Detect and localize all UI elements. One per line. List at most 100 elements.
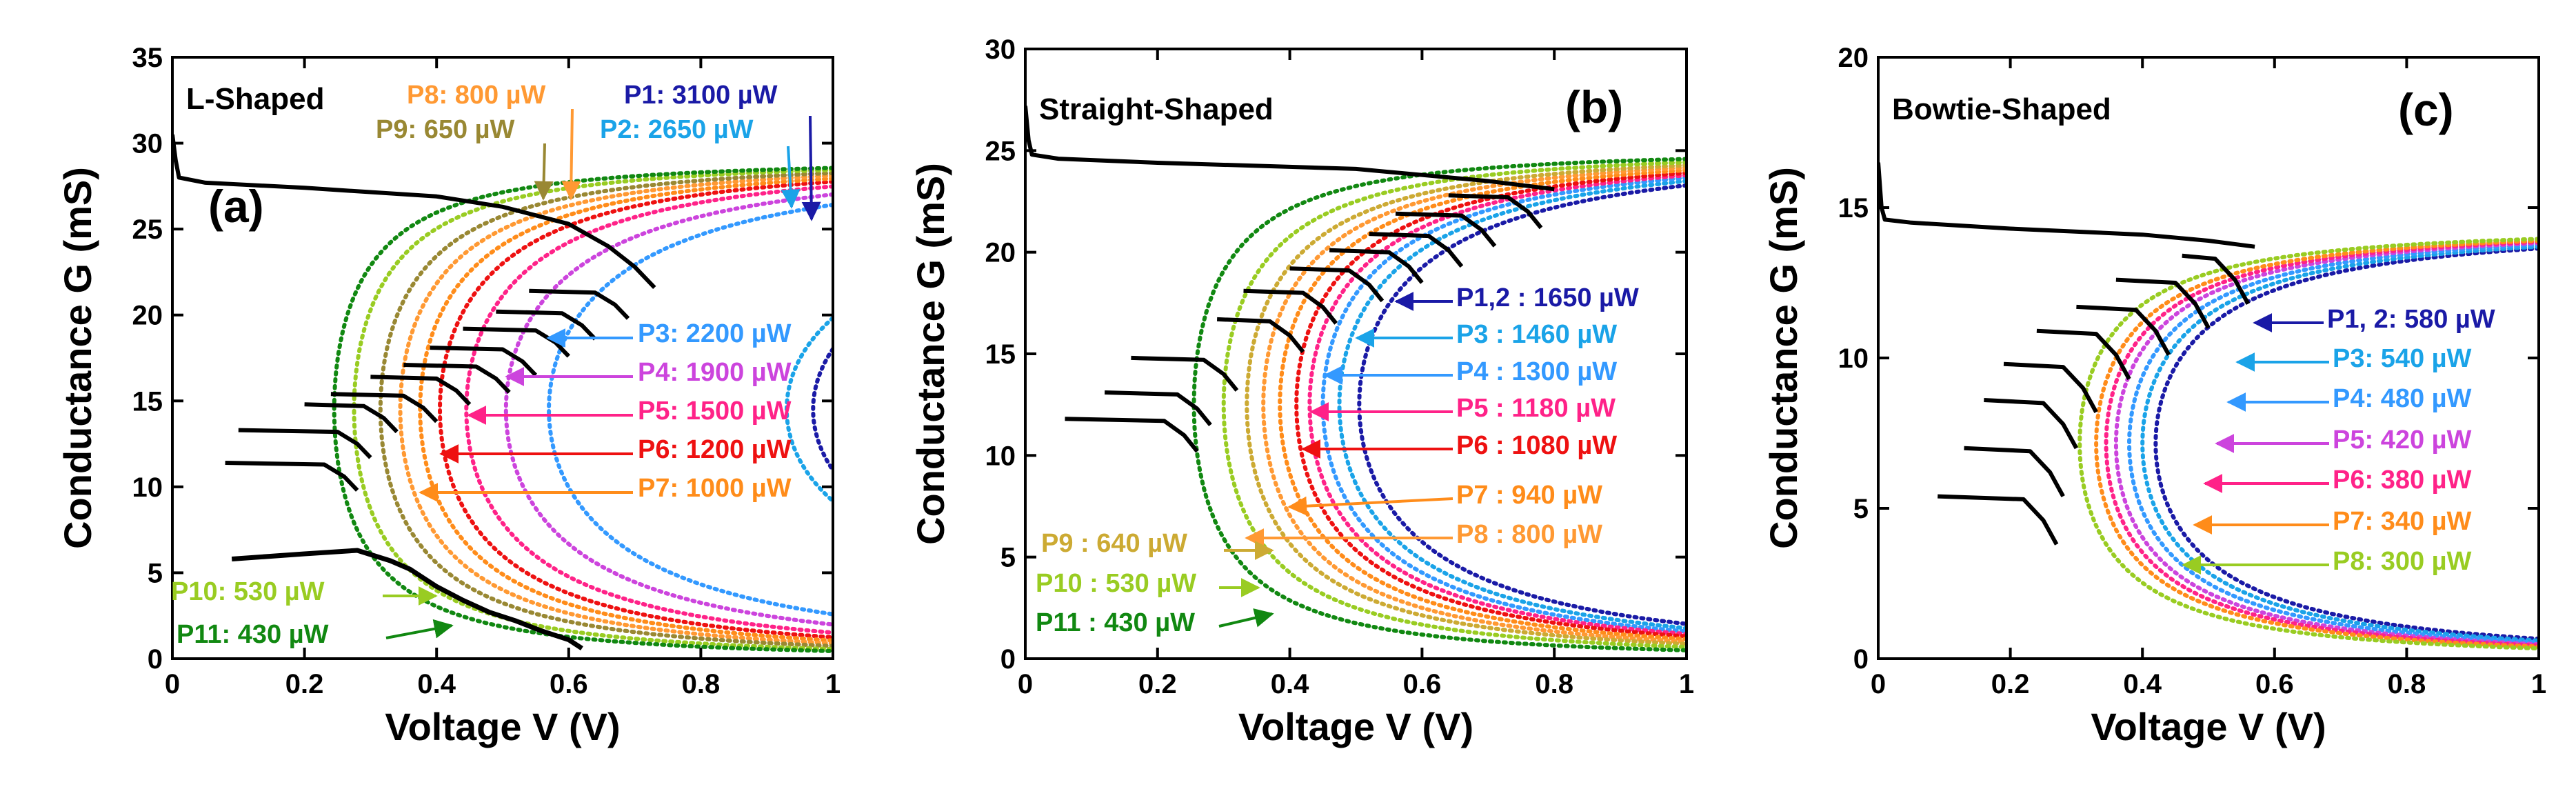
x-tick-label: 0.8 [2388,669,2426,699]
panel-label: (b) [1565,81,1623,132]
x-tick-label: 0 [1018,669,1033,699]
x-tick-label: 0 [1871,669,1886,699]
measured-step-9 [238,428,372,459]
annotation-label-P12: P1, 2: 580 µW [2327,305,2495,334]
annotation-label-P7: P7: 340 µW [2333,507,2472,536]
series-curve-P5 [464,184,833,635]
series-curve-P12 [2153,246,2539,641]
series-curve-P7 [2094,239,2539,649]
series-curve-P10 [1221,160,1687,649]
annotation-arrow-P8 [561,108,581,201]
annotation-label-P10: P10 : 530 µW [1036,569,1196,598]
series-curve-P8 [2077,237,2539,651]
series-curve-P9 [378,170,833,648]
x-tick-label: 0.2 [1138,669,1177,699]
annotation-arrow-P1 [801,115,821,221]
x-axis-label: Voltage V (V) [1238,705,1473,748]
x-tick-label: 1 [825,669,841,699]
x-tick-label: 1 [2531,669,2546,699]
annotation-label-P8: P8 : 800 µW [1456,520,1602,549]
annotation-arrow-P11 [385,619,454,639]
y-tick-label: 0 [1853,644,1869,675]
measured-step-7 [330,392,439,423]
annotation-label-P11: P11: 430 µW [177,620,329,649]
measured-step-3 [1369,232,1464,268]
x-tick-label: 0.4 [1271,669,1309,699]
x-axis-label: Voltage V (V) [2091,705,2326,748]
y-tick-label: 10 [1838,343,1869,374]
y-tick-label: 30 [985,34,1016,65]
measured-sweep [172,134,656,289]
annotation-label-P3: P3 : 1460 µW [1456,320,1617,349]
y-tick-label: 15 [985,339,1016,370]
panel-title: Straight-Shaped [1039,92,1274,126]
y-tick-label: 25 [985,136,1016,166]
y-axis-label: Conductance G (mS) [909,163,952,545]
measured-step-7 [1216,317,1305,353]
plot-area [172,134,833,653]
y-tick-label: 0 [1000,644,1016,675]
x-tick-label: 0.8 [682,669,721,699]
y-tick-label: 15 [132,386,163,417]
measured-step-2 [2115,277,2211,329]
measured-step-6 [1243,288,1338,325]
annotation-arrow-P9 [534,143,554,201]
measured-step-4 [430,346,538,377]
x-tick-label: 0.8 [1535,669,1573,699]
annotation-label-P3: P3: 540 µW [2333,344,2472,373]
y-tick-label: 20 [132,301,163,331]
plot-area [1025,106,1687,652]
y-tick-label: 20 [985,238,1016,268]
measured-step-4 [1329,248,1424,284]
annotation-label-P11: P11 : 430 µW [1036,608,1195,637]
x-axis-label: Voltage V (V) [385,705,620,748]
y-axis-label: Conductance G (mS) [56,167,99,549]
measured-step-2 [496,309,597,341]
series-curve-P2 [784,316,833,503]
series-curve-P5 [2113,241,2539,647]
x-tick-label: 0.2 [285,669,324,699]
annotation-label-P5: P5: 420 µW [2333,426,2472,455]
measured-step-8 [1938,494,2059,546]
measured-step-1 [1448,193,1543,230]
plot-frame [1024,48,1688,660]
series-curve-P9 [1245,163,1687,646]
annotation-label-P7: P7: 1000 µW [638,474,792,503]
annotation-arrow-P11 [1218,608,1274,628]
annotation-label-P6: P6 : 1080 µW [1456,431,1617,460]
measured-step-1 [2182,253,2251,305]
annotation-label-P8: P8: 300 µW [2333,547,2472,576]
measured-step-2 [1395,211,1497,248]
series-curve-P7 [1278,168,1687,641]
x-tick-label: 0.4 [2123,669,2162,699]
series-curve-P1 [811,346,833,472]
x-tick-label: 0 [165,669,180,699]
panel-title: Bowtie-Shaped [1892,92,2111,126]
annotation-label-P10: P10: 530 µW [171,577,325,606]
annotation-label-P5: P5: 1500 µW [638,397,792,426]
x-tick-label: 1 [1679,669,1694,699]
measured-step-3 [463,326,570,358]
measured-step-4 [2036,328,2131,380]
measured-step-5 [1289,266,1385,303]
series-curve-P6 [2104,239,2539,648]
series-curve-P6 [1294,170,1687,639]
measured-step-5 [2003,361,2098,413]
x-tick-label: 0.4 [417,669,456,699]
annotation-label-P12: P1,2 : 1650 µW [1456,283,1639,312]
measured-step-8 [304,402,399,434]
series-curve-P6 [437,179,833,639]
y-axis-label: Conductance G (mS) [1762,167,1805,549]
measured-step-3 [2076,304,2171,357]
measured-sweep [1878,162,2255,249]
y-tick-label: 30 [132,129,163,159]
annotation-label-P6: P6: 380 µW [2333,466,2472,495]
y-tick-label: 10 [985,441,1016,471]
annotation-arrow-P7 [1287,496,1453,516]
annotation-label-P4: P4: 1900 µW [638,358,792,387]
series-curve-P7 [418,176,833,643]
annotation-label-P4: P4 : 1300 µW [1456,357,1617,386]
y-tick-label: 10 [132,472,163,503]
